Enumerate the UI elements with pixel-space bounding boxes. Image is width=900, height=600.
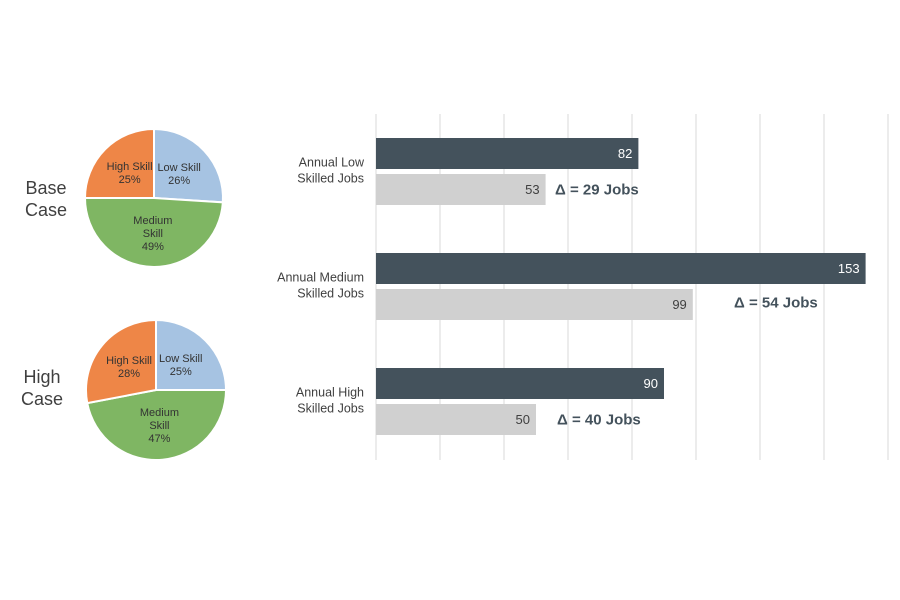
- data-label: 99: [672, 297, 686, 312]
- pie-slice-label: High Skill 25%: [107, 161, 153, 186]
- data-label: 82: [618, 146, 632, 161]
- delta-annotation: Δ = 40 Jobs: [557, 411, 641, 428]
- delta-annotation: Δ = 29 Jobs: [555, 181, 639, 198]
- bar: [376, 368, 664, 399]
- pie-slice: [155, 318, 228, 391]
- category-label: Annual High Skilled Jobs: [296, 386, 364, 416]
- pie-slice: [86, 389, 228, 462]
- bar: [376, 138, 639, 169]
- pie-slice: [83, 127, 155, 199]
- pie-slice: [83, 197, 224, 268]
- category-label: Annual Low Skilled Jobs: [297, 156, 365, 186]
- pie-slice-label: Medium Skill 47%: [140, 407, 179, 445]
- bar: [376, 174, 546, 205]
- data-label: 90: [644, 376, 658, 391]
- pie-slice: [153, 127, 224, 204]
- data-label: 53: [525, 182, 539, 197]
- pie-slice: [85, 318, 157, 405]
- pie-slice-label: Medium Skill 49%: [133, 215, 172, 253]
- bar: [376, 404, 536, 435]
- pie-slice-label: Low Skill 26%: [157, 162, 200, 187]
- pie-case-title: Base Case: [25, 178, 67, 220]
- pie-slice-label: High Skill 28%: [106, 355, 152, 380]
- data-label: 153: [838, 261, 860, 276]
- delta-annotation: Δ = 54 Jobs: [734, 294, 818, 311]
- bar: [376, 253, 866, 284]
- pie-case-title: High Case: [21, 367, 63, 409]
- category-label: Annual Medium Skilled Jobs: [277, 271, 364, 301]
- pie-slice-label: Low Skill 25%: [159, 353, 202, 378]
- data-label: 50: [516, 412, 530, 427]
- bar: [376, 289, 693, 320]
